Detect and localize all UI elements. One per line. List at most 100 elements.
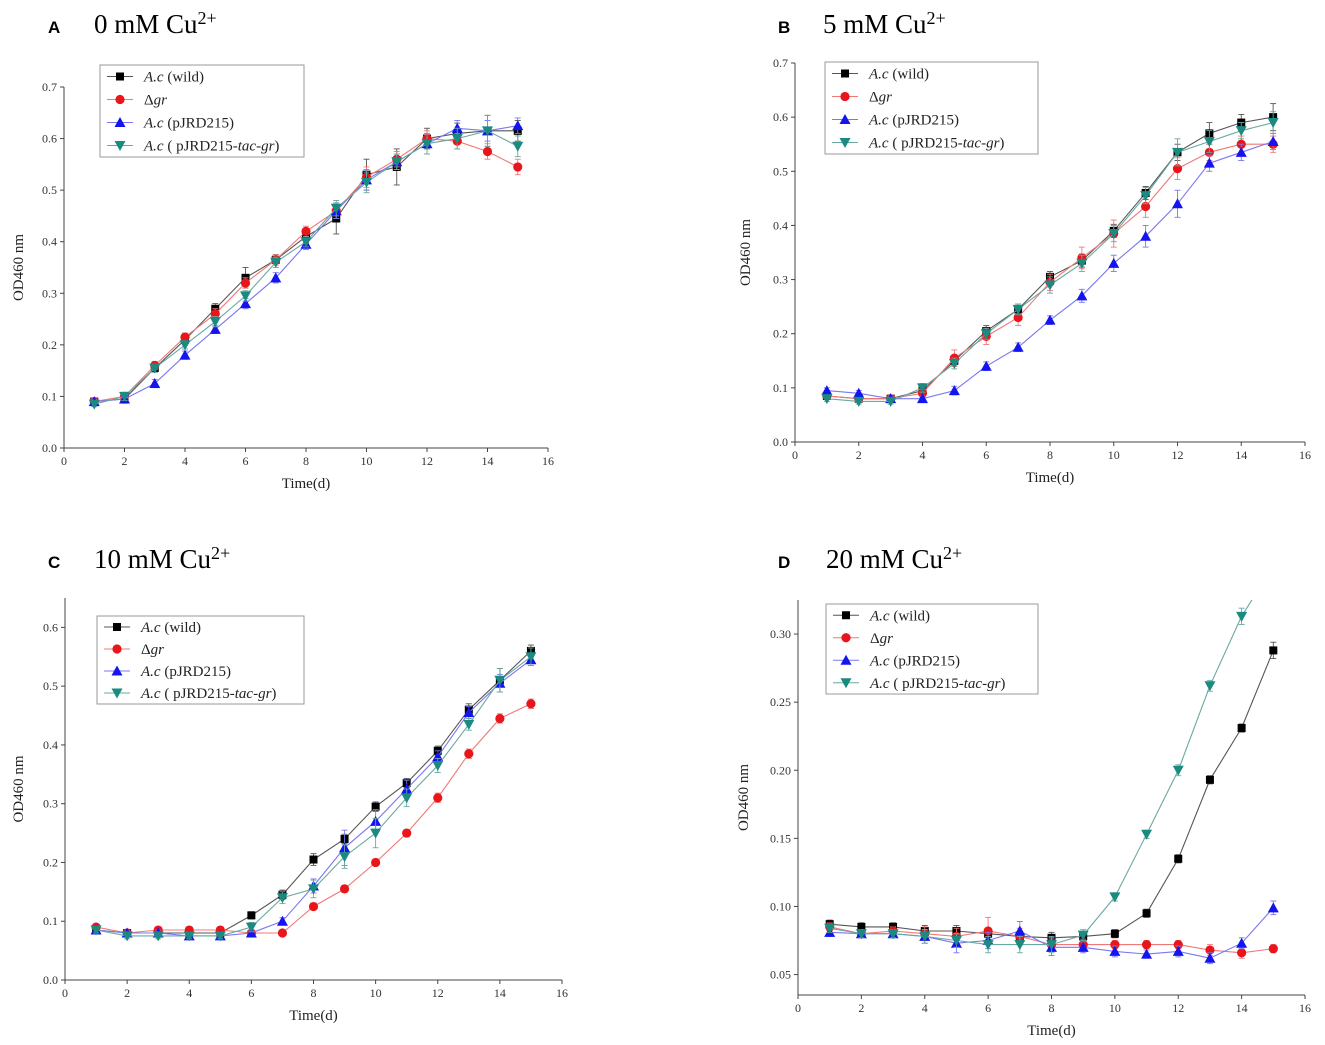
legend-label-dgr: Δgr	[141, 642, 164, 658]
data-point-pJRD215-tac-gr	[1077, 930, 1089, 941]
data-point-pJRD215-tac-gr	[1172, 765, 1184, 776]
plot-area	[821, 103, 1279, 407]
x-tick-label: 10	[1108, 448, 1120, 462]
data-point-wild	[857, 922, 866, 931]
series-dgr	[822, 135, 1278, 404]
legend-marker-pJRD215-tac-gr	[839, 138, 851, 148]
legend-label-pJRD215-tac-gr: A.c ( pJRD215-tac-gr)	[868, 136, 1004, 152]
legend-label-wild: A.c (wild)	[140, 620, 201, 636]
chart-title-superscript: 2+	[927, 8, 946, 28]
data-point-pJRD215-tac-gr	[240, 291, 251, 302]
data-point-pJRD215-tac-gr	[209, 317, 221, 328]
data-point-pJRD215-tac-gr	[152, 931, 164, 942]
legend-item-pJRD215: A.c (pJRD215)	[832, 113, 959, 129]
legend-item-dgr: Δgr	[833, 631, 893, 647]
data-point-pJRD215	[1109, 945, 1121, 956]
y-tick-label: 0.0	[773, 435, 788, 449]
legend-item-wild: A.c (wild)	[832, 67, 929, 83]
data-point-pJRD215-tac-gr	[885, 396, 897, 407]
data-point-dgr	[301, 226, 311, 236]
y-tick-label: 0.2	[773, 327, 788, 341]
data-point-pJRD215	[948, 385, 960, 396]
data-point-pJRD215-tac-gr	[330, 203, 342, 214]
y-tick-label: 0.1	[42, 389, 57, 403]
series-line-wild	[94, 130, 518, 403]
x-tick-label: 12	[432, 986, 444, 1000]
data-point-pJRD215	[1014, 925, 1026, 936]
y-tick-label: 0.7	[773, 56, 788, 70]
data-point-pJRD215-tac-gr	[1140, 191, 1152, 202]
data-point-dgr	[180, 332, 190, 342]
x-tick-label: 16	[556, 986, 568, 1000]
data-point-dgr	[277, 928, 288, 938]
legend-box	[824, 61, 1039, 155]
series-pJRD215	[821, 132, 1279, 404]
data-point-pJRD215	[179, 349, 191, 360]
legend-label-dgr: Δgr	[144, 93, 167, 109]
legend-item-pJRD215-tac-gr: A.c ( pJRD215-tac-gr)	[833, 676, 1005, 692]
x-tick-label: 6	[983, 448, 989, 462]
data-point-pJRD215-tac-gr	[982, 940, 994, 951]
y-tick-label: 0.05	[770, 968, 791, 982]
data-point-pJRD215-tac-gr	[270, 257, 282, 268]
chart-title-superscript: 2+	[211, 543, 230, 563]
panel-letter-a: A	[48, 18, 60, 37]
x-tick-label: 8	[1049, 1001, 1055, 1015]
y-tick-label: 0.2	[42, 338, 57, 352]
data-point-pJRD215	[1235, 146, 1247, 157]
x-tick-label: 0	[61, 454, 67, 468]
y-tick-label: 0.30	[770, 627, 791, 641]
data-point-pJRD215	[1267, 136, 1279, 147]
data-point-pJRD215-tac-gr	[950, 936, 962, 947]
data-point-pJRD215	[270, 272, 282, 283]
series-pJRD215-tac-gr	[88, 114, 524, 410]
x-axis-label: Time(d)	[1027, 1023, 1076, 1039]
data-point-pJRD215-tac-gr	[391, 157, 403, 168]
legend-marker-pJRD215	[114, 117, 126, 127]
plot-area	[88, 114, 524, 410]
legend-box	[96, 615, 305, 705]
data-point-pJRD215	[240, 298, 251, 309]
legend-label-pJRD215: A.c (pJRD215)	[868, 113, 959, 129]
data-point-dgr	[240, 278, 251, 288]
panel-letter-b: B	[778, 18, 790, 37]
y-tick-label: 0.3	[773, 273, 788, 287]
data-point-pJRD215-tac-gr	[1014, 940, 1026, 951]
data-point-pJRD215	[451, 122, 463, 133]
data-point-pJRD215-tac-gr	[821, 394, 833, 405]
series-pJRD215-tac-gr	[824, 600, 1253, 954]
x-axis-label: Time(d)	[289, 1008, 338, 1024]
legend-label-pJRD215-tac-gr: A.c ( pJRD215-tac-gr)	[143, 139, 279, 155]
y-tick-label: 0.2	[43, 855, 58, 869]
data-point-dgr	[464, 749, 474, 759]
y-tick-label: 0.10	[770, 899, 791, 913]
data-point-pJRD215	[149, 378, 161, 389]
y-tick-label: 0.1	[773, 381, 788, 395]
data-point-dgr	[1268, 944, 1278, 954]
x-tick-label: 16	[1299, 1001, 1311, 1015]
x-tick-label: 2	[122, 454, 128, 468]
legend-item-wild: A.c (wild)	[104, 620, 201, 636]
legend-label-dgr: Δgr	[869, 90, 892, 106]
legend-label-wild: A.c (wild)	[869, 608, 930, 624]
legend-item-pJRD215: A.c (pJRD215)	[833, 653, 960, 669]
panel-d: D 20 mM Cu2+ 0 2 4 6 8 10 12 14 16 0.05 0.10 0.15 0.20…	[736, 543, 1311, 1039]
panel-letter-c: C	[48, 553, 60, 572]
data-point-pJRD215-tac-gr	[917, 383, 928, 394]
panel-b: B 5 mM Cu2+ 0 2 4 6 8 10 12 14 16 0.0 0.1 0.2 0.3 0.4 0.…	[738, 8, 1311, 486]
data-point-pJRD215	[1108, 257, 1120, 268]
series-pJRD215	[88, 117, 524, 407]
data-point-dgr	[339, 884, 350, 894]
x-tick-label: 6	[248, 986, 254, 1000]
data-point-pJRD215	[276, 915, 288, 926]
legend-marker-dgr	[840, 91, 850, 102]
data-point-pJRD215-tac-gr	[1236, 611, 1248, 622]
legend-marker-pJRD215	[840, 654, 852, 665]
legend-item-pJRD215: A.c (pJRD215)	[104, 664, 231, 680]
y-tick-label: 0.6	[43, 620, 58, 634]
data-point-pJRD215-tac-gr	[1076, 258, 1088, 269]
data-point-pJRD215	[209, 323, 221, 334]
data-point-pJRD215-tac-gr	[276, 893, 288, 904]
data-point-pJRD215	[1236, 937, 1248, 948]
